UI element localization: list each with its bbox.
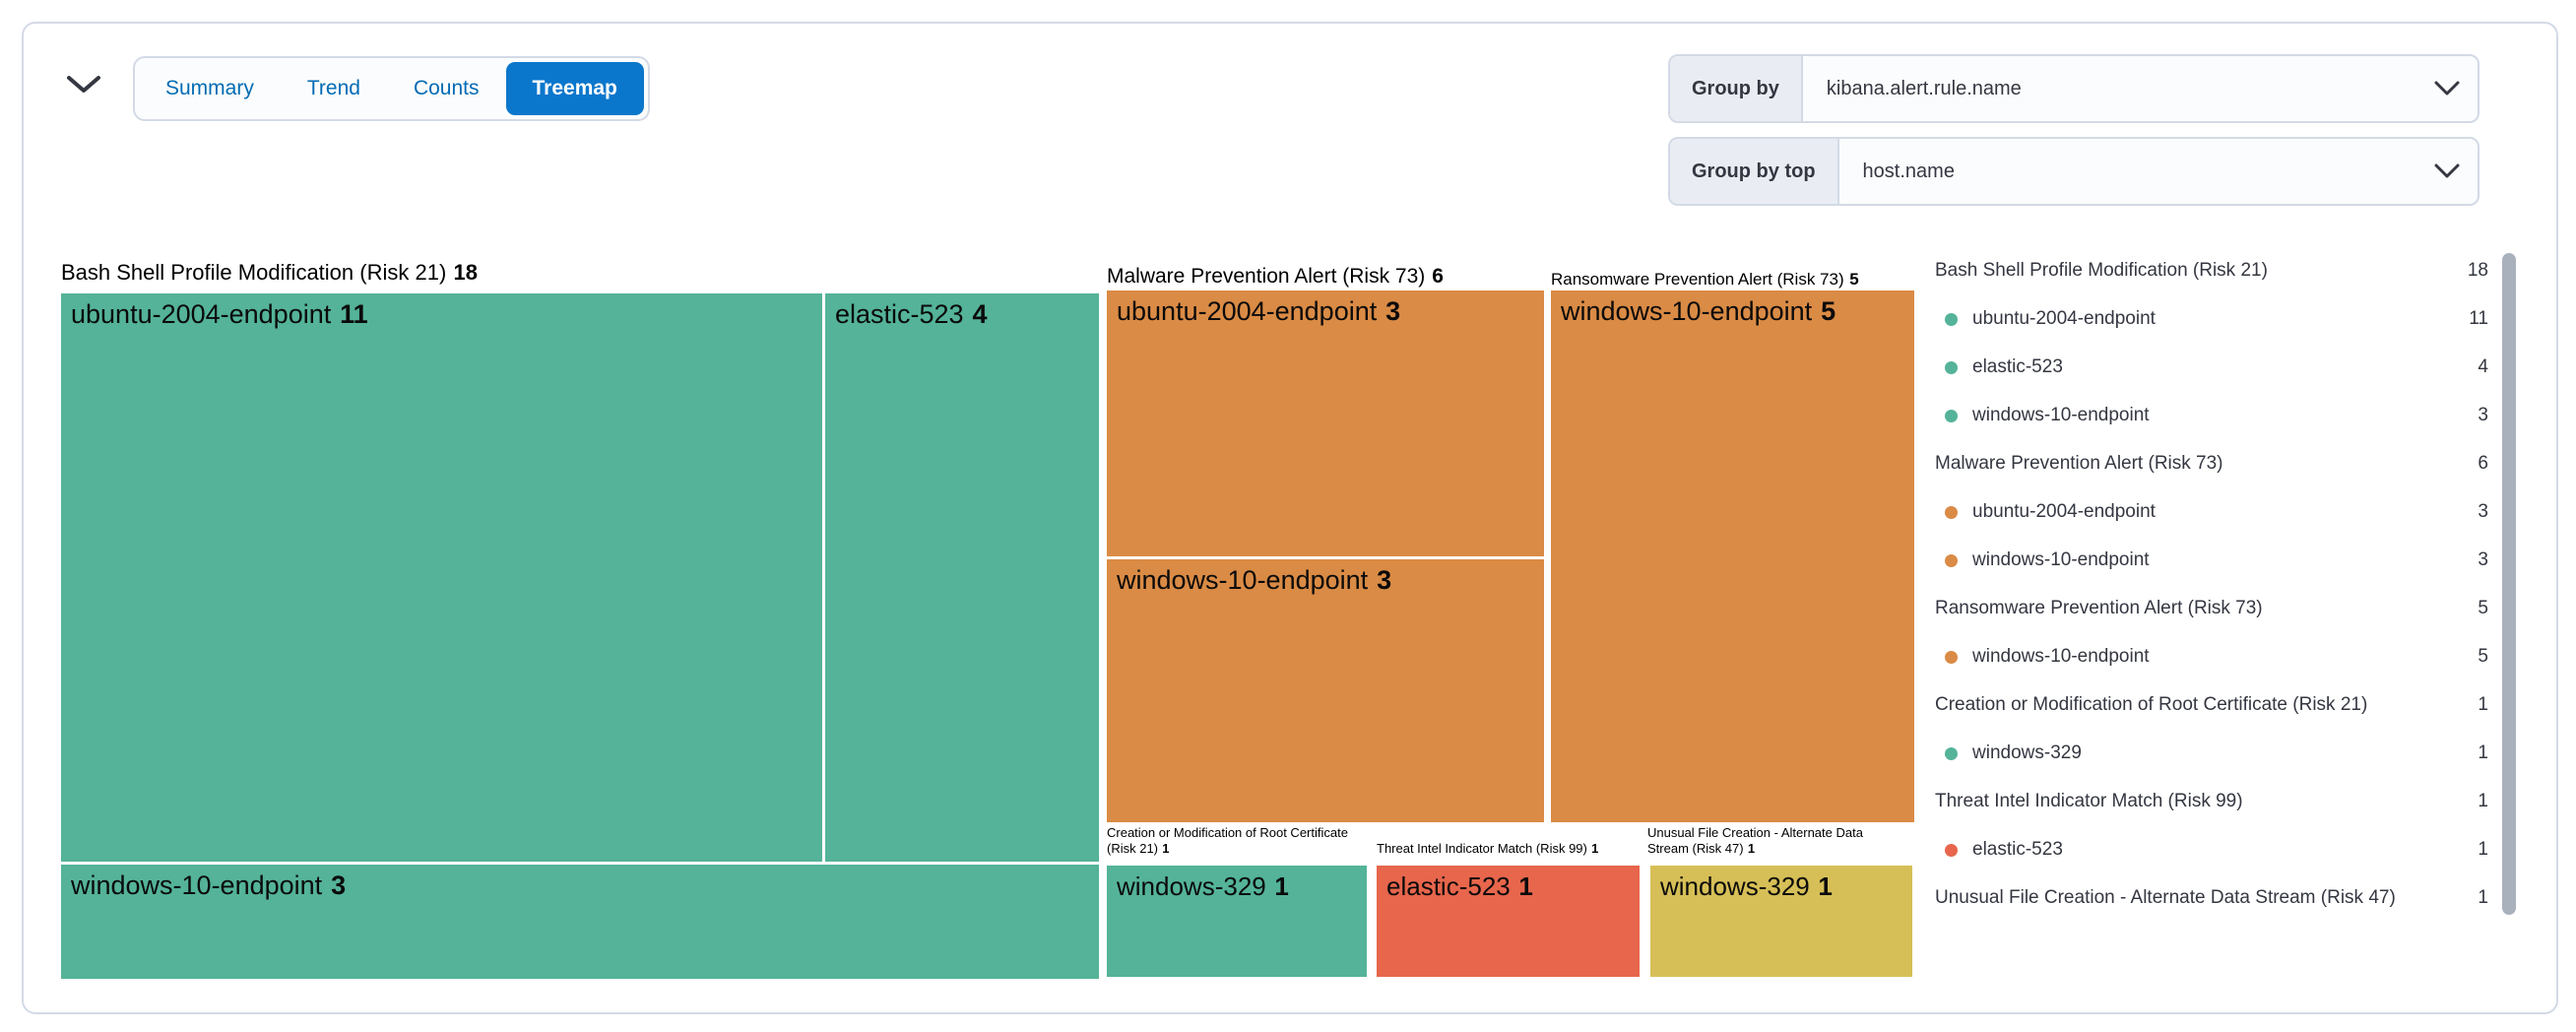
legend-host-row[interactable]: ubuntu-2004-endpoint 11 [1935, 301, 2488, 337]
chevron-down-icon [2434, 139, 2478, 204]
treemap-legend: Bash Shell Profile Modification (Risk 21… [1935, 253, 2488, 929]
group-by-select[interactable]: Group by kibana.alert.rule.name [1668, 54, 2479, 123]
chevron-down-icon [2434, 56, 2478, 121]
legend-rule-row[interactable]: Creation or Modification of Root Certifi… [1935, 694, 2488, 716]
legend-dot-icon [1945, 553, 1958, 567]
legend-host-row[interactable]: windows-10-endpoint 3 [1935, 543, 2488, 578]
tab-summary[interactable]: Summary [139, 62, 281, 115]
treemap-block[interactable]: elastic-523 1 [1377, 866, 1640, 977]
legend-host-row[interactable]: ubuntu-2004-endpoint 3 [1935, 494, 2488, 530]
tab-counts[interactable]: Counts [387, 62, 506, 115]
treemap-chart: Bash Shell Profile Modification (Risk 21… [61, 258, 1916, 983]
legend-rule-row[interactable]: Malware Prevention Alert (Risk 73) 6 [1935, 453, 2488, 475]
treemap-block[interactable]: windows-10-endpoint 3 [61, 865, 1099, 979]
legend-dot-icon [1945, 505, 1958, 519]
chevron-down-icon [66, 75, 101, 97]
treemap-block[interactable]: windows-329 1 [1107, 866, 1367, 977]
legend-host-row[interactable]: elastic-523 1 [1935, 832, 2488, 868]
legend-scrollbar[interactable] [2502, 253, 2516, 915]
treemap-group-title: Unusual File Creation - Alternate Data S… [1647, 825, 1863, 857]
group-by-top-label: Group by top [1670, 139, 1839, 204]
legend-rule-row[interactable]: Unusual File Creation - Alternate Data S… [1935, 887, 2488, 909]
treemap-block[interactable]: windows-10-endpoint 5 [1551, 290, 1914, 822]
group-by-top-select[interactable]: Group by top host.name [1668, 137, 2479, 206]
treemap-group-title: Ransomware Prevention Alert (Risk 73) 5 [1551, 270, 1859, 289]
legend-dot-icon [1945, 409, 1958, 422]
legend-dot-icon [1945, 650, 1958, 664]
group-by-value: kibana.alert.rule.name [1826, 77, 2022, 99]
treemap-group-title: Creation or Modification of Root Certifi… [1107, 825, 1348, 857]
legend-host-row[interactable]: windows-329 1 [1935, 736, 2488, 771]
treemap-group-title: Bash Shell Profile Modification (Risk 21… [61, 260, 479, 285]
legend-rule-row[interactable]: Ransomware Prevention Alert (Risk 73) 5 [1935, 598, 2488, 619]
treemap-group-title: Malware Prevention Alert (Risk 73) 6 [1107, 265, 1444, 288]
legend-rule-row[interactable]: Bash Shell Profile Modification (Risk 21… [1935, 260, 2488, 282]
legend-host-row[interactable]: elastic-523 4 [1935, 350, 2488, 385]
treemap-block[interactable]: elastic-523 4 [825, 293, 1099, 862]
legend-dot-icon [1945, 843, 1958, 857]
tab-treemap[interactable]: Treemap [505, 62, 644, 115]
group-by-label: Group by [1670, 56, 1803, 121]
tab-trend[interactable]: Trend [281, 62, 387, 115]
legend-dot-icon [1945, 312, 1958, 326]
treemap-block[interactable]: windows-10-endpoint 3 [1107, 559, 1544, 822]
group-by-top-value: host.name [1862, 160, 1955, 182]
treemap-block[interactable]: windows-329 1 [1650, 866, 1912, 977]
alerts-treemap-panel: Summary Trend Counts Treemap Group by ki… [22, 22, 2558, 1014]
collapse-button[interactable] [61, 63, 106, 108]
legend-dot-icon [1945, 360, 1958, 374]
legend-dot-icon [1945, 746, 1958, 760]
treemap-block[interactable]: ubuntu-2004-endpoint 11 [61, 293, 822, 862]
treemap-block[interactable]: ubuntu-2004-endpoint 3 [1107, 290, 1544, 556]
legend-host-row[interactable]: windows-10-endpoint 3 [1935, 398, 2488, 433]
treemap-group-title: Threat Intel Indicator Match (Risk 99) 1 [1377, 841, 1599, 856]
legend-rule-row[interactable]: Threat Intel Indicator Match (Risk 99) 1 [1935, 791, 2488, 812]
view-tab-group: Summary Trend Counts Treemap [133, 56, 650, 121]
legend-host-row[interactable]: windows-10-endpoint 5 [1935, 639, 2488, 675]
